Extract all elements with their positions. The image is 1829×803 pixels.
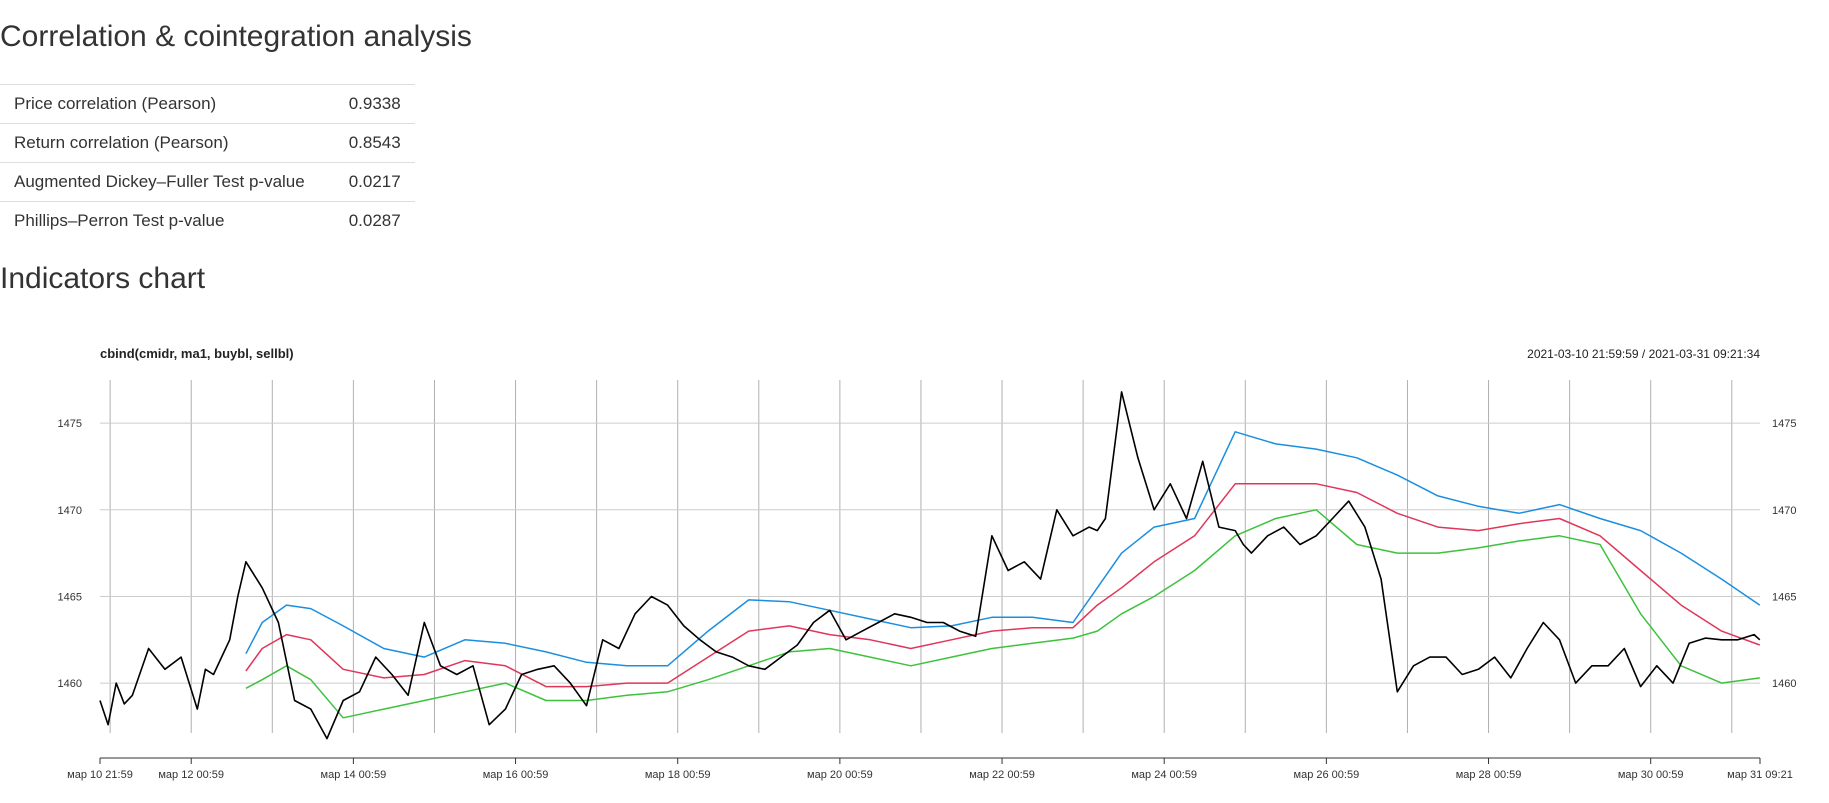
stats-table: Price correlation (Pearson) 0.9338 Return … xyxy=(0,84,415,240)
stat-label: Phillips–Perron Test p-value xyxy=(0,201,319,240)
series-line-3 xyxy=(245,509,1760,719)
stat-value: 0.0287 xyxy=(318,201,415,240)
y-tick-label-left: 1460 xyxy=(58,678,82,690)
stats-row: Phillips–Perron Test p-value 0.0287 xyxy=(0,201,415,240)
x-tick-label: мар 16 00:59 xyxy=(483,769,549,781)
stat-value: 0.9338 xyxy=(318,84,415,124)
y-tick-label-left: 1465 xyxy=(58,591,82,603)
series-line-2 xyxy=(245,483,1761,688)
x-tick-label: мар 30 00:59 xyxy=(1618,769,1684,781)
x-tick-label: мар 12 00:59 xyxy=(158,769,224,781)
y-tick-label-right: 1475 xyxy=(1772,418,1796,430)
y-tick-label-left: 1475 xyxy=(58,418,82,430)
stats-row: Augmented Dickey–Fuller Test p-value 0.02… xyxy=(0,162,415,202)
chart-axes: 1460 1460 1465 1465 1470 1470 1475 1475 мар 10 2… xyxy=(58,418,1797,781)
stats-row: Return correlation (Pearson) 0.8543 xyxy=(0,123,415,163)
x-tick-label: мар 10 21:59 xyxy=(67,769,133,781)
series-line-1 xyxy=(245,431,1761,667)
stat-label: Augmented Dickey–Fuller Test p-value xyxy=(0,162,319,202)
x-tick-label: мар 31 09:21 xyxy=(1727,769,1793,781)
stat-label: Price correlation (Pearson) xyxy=(0,84,319,124)
y-tick-label-right: 1465 xyxy=(1772,591,1796,603)
y-tick-label-right: 1470 xyxy=(1772,505,1796,517)
stat-value: 0.8543 xyxy=(318,123,415,163)
series-line-0 xyxy=(99,391,1761,740)
section-title-correlation: Correlation & cointegration analysis xyxy=(0,20,472,53)
indicators-chart: cbind(cmidr, ma1, buybl, sellbl) 2021-03… xyxy=(58,346,1797,781)
chart-date-range: 2021-03-10 21:59:59 / 2021-03-31 09:21:3… xyxy=(1527,347,1760,361)
x-tick-label: мар 18 00:59 xyxy=(645,769,711,781)
y-tick-label-left: 1470 xyxy=(58,505,82,517)
x-tick-label: мар 24 00:59 xyxy=(1131,769,1197,781)
chart-series xyxy=(99,391,1761,740)
x-tick-label: мар 26 00:59 xyxy=(1294,769,1360,781)
x-tick-label: мар 20 00:59 xyxy=(807,769,873,781)
x-tick-label: мар 14 00:59 xyxy=(321,769,387,781)
x-tick-label: мар 28 00:59 xyxy=(1456,769,1522,781)
stat-value: 0.0217 xyxy=(318,162,415,202)
section-title-indicators: Indicators chart xyxy=(0,262,206,295)
y-tick-label-right: 1460 xyxy=(1772,678,1796,690)
chart-grid xyxy=(100,380,1760,733)
x-tick-label: мар 22 00:59 xyxy=(969,769,1035,781)
chart-title: cbind(cmidr, ma1, buybl, sellbl) xyxy=(100,346,294,361)
stats-row: Price correlation (Pearson) 0.9338 xyxy=(0,84,415,124)
stat-label: Return correlation (Pearson) xyxy=(0,123,319,163)
